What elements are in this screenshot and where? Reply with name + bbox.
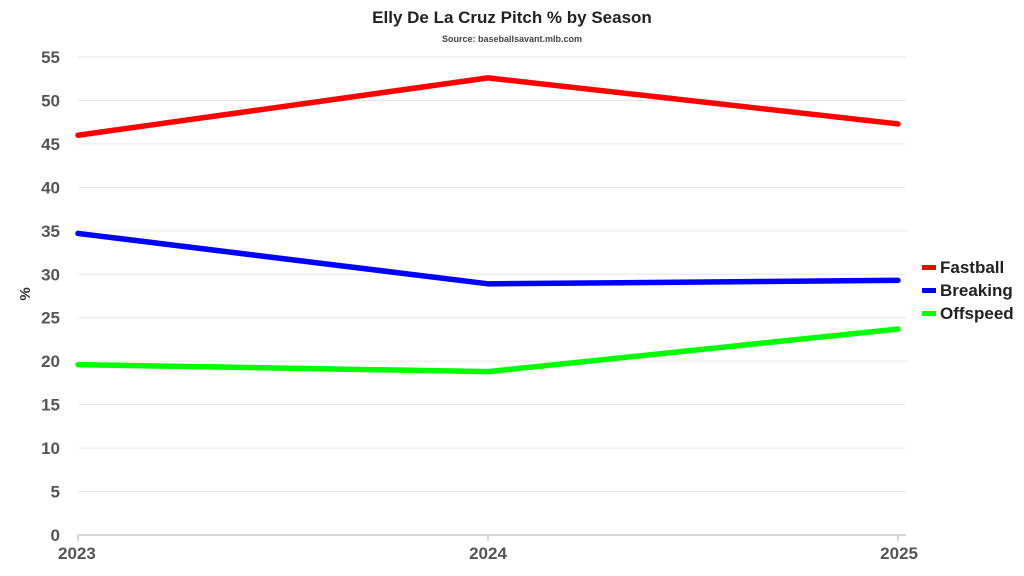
x-tick-label-2024: 2024 xyxy=(469,544,507,563)
y-tick-label-45: 45 xyxy=(41,135,60,154)
series-lines xyxy=(75,75,901,375)
y-tick-label-25: 25 xyxy=(41,309,60,328)
y-tick-label-50: 50 xyxy=(41,91,60,110)
gridlines xyxy=(78,56,906,493)
legend-item-fastball: Fastball xyxy=(922,256,1014,279)
y-tick-label-10: 10 xyxy=(41,439,60,458)
legend-label-fastball: Fastball xyxy=(940,257,1005,277)
x-tick-label-2025: 2025 xyxy=(880,544,918,563)
legend-item-breaking: Breaking xyxy=(922,279,1014,302)
legend-swatch-fastball xyxy=(922,265,936,270)
legend: Fastball Breaking Offspeed xyxy=(922,256,1014,325)
y-tick-label-15: 15 xyxy=(41,396,60,415)
x-tick-label-2023: 2023 xyxy=(58,544,96,563)
y-tick-label-55: 55 xyxy=(41,48,60,67)
y-tick-label-35: 35 xyxy=(41,222,60,241)
legend-swatch-breaking xyxy=(922,288,936,293)
y-tick-label-30: 30 xyxy=(41,265,60,284)
legend-label-breaking: Breaking xyxy=(940,280,1013,300)
y-tick-label-0: 0 xyxy=(51,526,60,545)
series-line-breaking xyxy=(75,230,901,287)
y-tick-label-20: 20 xyxy=(41,352,60,371)
legend-item-offspeed: Offspeed xyxy=(922,302,1014,325)
legend-swatch-offspeed xyxy=(922,311,936,316)
series-line-offspeed xyxy=(75,326,901,375)
y-tick-label-5: 5 xyxy=(51,483,60,502)
chart-subtitle: Source: baseballsavant.mlb.com xyxy=(441,34,583,44)
y-tick-label-40: 40 xyxy=(41,178,60,197)
series-line-fastball xyxy=(75,75,901,138)
y-axis-title: % xyxy=(17,287,34,300)
chart-title: Elly De La Cruz Pitch % by Season xyxy=(372,8,652,27)
legend-label-offspeed: Offspeed xyxy=(940,303,1014,323)
